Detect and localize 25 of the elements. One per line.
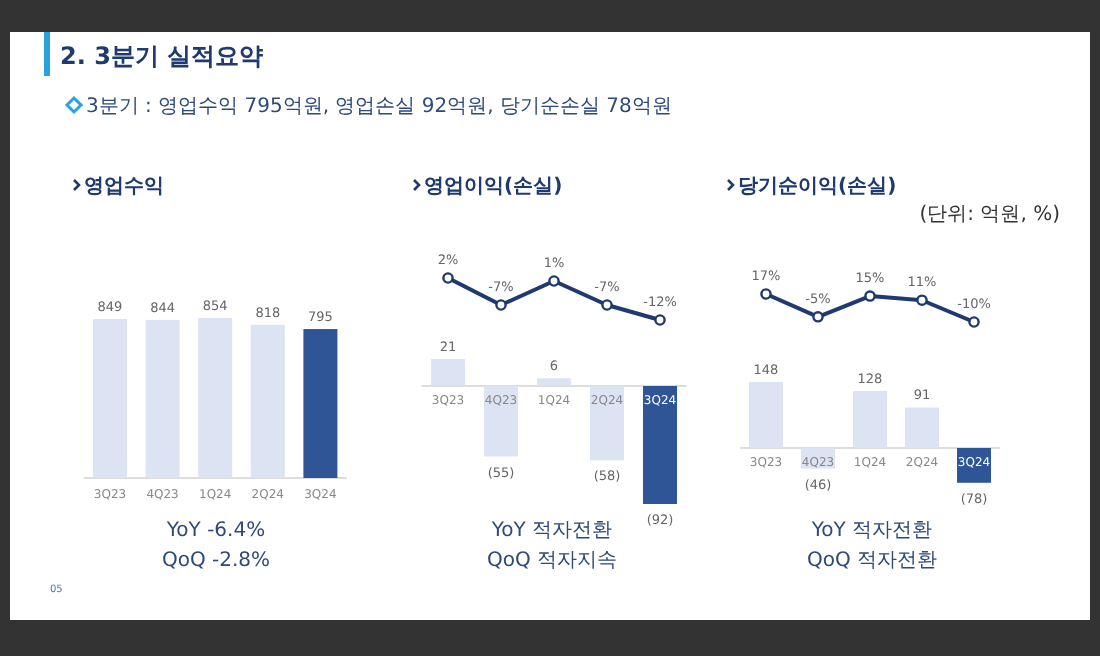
text: QoQ -2.8% [161, 550, 271, 572]
point [760, 288, 772, 300]
text: YoY 적자전환 [489, 520, 613, 542]
point [968, 316, 980, 328]
chart-title: 영업이익(손실) [424, 176, 563, 198]
point [495, 299, 507, 311]
point [548, 275, 560, 287]
text: YoY 적자전환 [809, 520, 933, 542]
bar [853, 390, 887, 448]
point [654, 314, 666, 326]
point [812, 311, 824, 323]
text: 2. 3분기 실적요약 [60, 42, 264, 70]
text: 3분기 : 영업수익 795억원, 영업손실 92억원, 당기순손실 78억원 [86, 96, 672, 118]
bar [905, 407, 939, 448]
chart-title: 당기순이익(손실) [738, 176, 897, 198]
text: QoQ 적자지속 [486, 550, 618, 572]
point [864, 290, 876, 302]
text: YoY -6.4% [164, 520, 266, 542]
point [442, 272, 454, 284]
text: (단위: 억원, %) [919, 204, 1061, 226]
chart-title: 영업수익 [84, 176, 164, 198]
text: QoQ 적자전환 [806, 550, 938, 572]
point [916, 294, 928, 307]
bar [749, 382, 783, 448]
point [601, 299, 613, 311]
